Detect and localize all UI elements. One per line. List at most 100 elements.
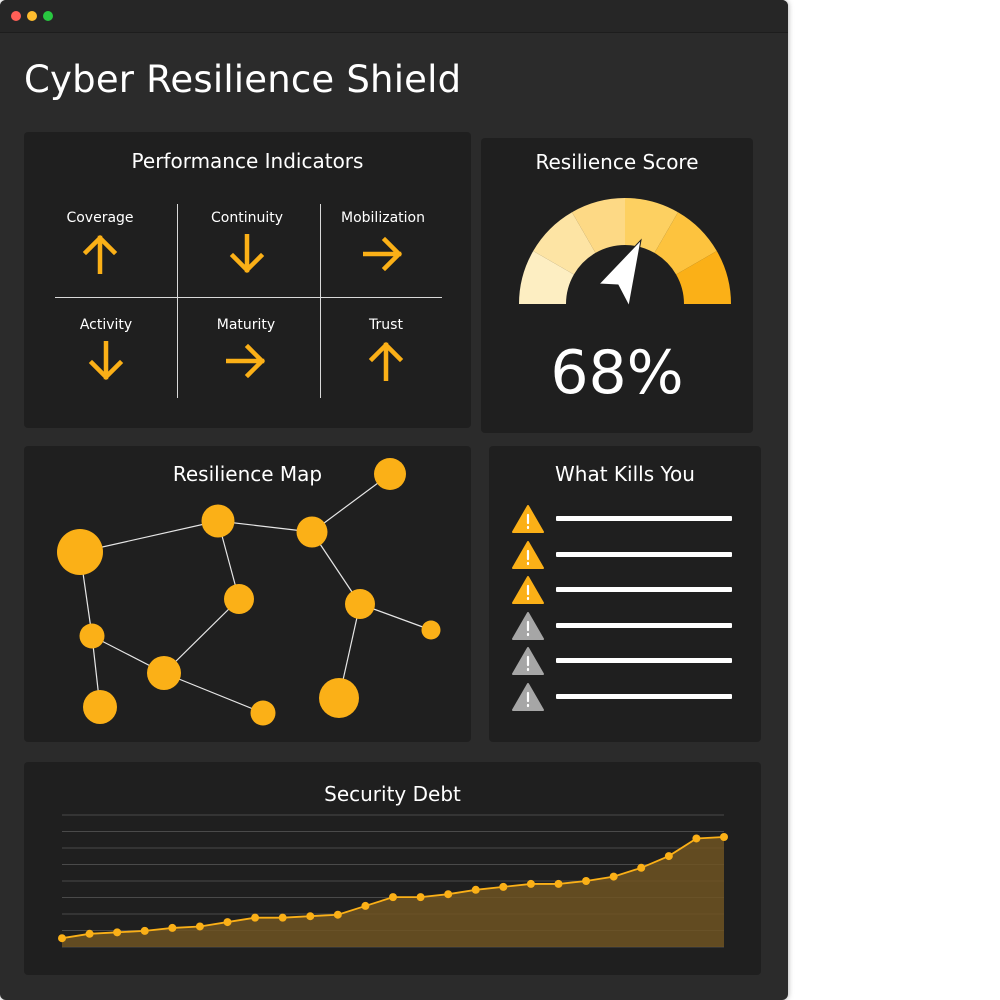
map-node[interactable] xyxy=(319,678,359,718)
what-kills-you-card: What Kills You xyxy=(489,446,761,742)
risk-item[interactable] xyxy=(511,540,741,570)
arrow-down-icon xyxy=(229,234,265,274)
arrow-up-icon xyxy=(82,234,118,274)
risk-item[interactable] xyxy=(511,611,741,641)
indicator-label: Continuity xyxy=(210,210,283,226)
chart-point[interactable] xyxy=(582,877,591,885)
performance-indicators-card: Performance Indicators Coverage Continuit… xyxy=(24,132,471,428)
gauge-segment xyxy=(654,212,717,275)
map-node[interactable] xyxy=(57,529,103,575)
indicator-coverage: Coverage xyxy=(30,210,170,274)
chart-point[interactable] xyxy=(361,901,370,910)
map-node[interactable] xyxy=(296,516,328,548)
chart-point[interactable] xyxy=(471,885,480,894)
map-node[interactable] xyxy=(421,620,441,640)
chart-point[interactable] xyxy=(389,893,397,902)
performance-indicators-title: Performance Indicators xyxy=(131,149,364,173)
indicator-label: Trust xyxy=(369,317,403,333)
risk-item[interactable] xyxy=(511,682,741,712)
window-titlebar xyxy=(0,0,788,33)
gauge-segment xyxy=(572,198,625,253)
map-node[interactable] xyxy=(345,589,375,619)
chart-point[interactable] xyxy=(720,833,728,841)
chart-point[interactable] xyxy=(664,852,673,861)
map-node[interactable] xyxy=(147,656,181,690)
chart-point[interactable] xyxy=(609,872,618,881)
indicator-mobilization: Mobilization xyxy=(313,210,453,274)
grid-divider-vertical-2 xyxy=(320,204,321,398)
grid-divider-horizontal xyxy=(55,297,442,298)
chart-point[interactable] xyxy=(526,879,535,888)
compass-needle-icon xyxy=(597,238,642,308)
risk-item[interactable] xyxy=(511,646,741,676)
map-node[interactable] xyxy=(83,690,117,724)
security-debt-chart xyxy=(58,814,728,948)
warning-icon xyxy=(512,647,544,675)
risk-bar xyxy=(556,693,732,699)
arrow-right-icon xyxy=(226,343,266,379)
minimize-window-button[interactable] xyxy=(27,11,37,21)
chart-point[interactable] xyxy=(416,893,425,902)
close-window-button[interactable] xyxy=(11,11,21,21)
map-node[interactable] xyxy=(79,623,105,649)
app-window: Cyber Resilience Shield Performance Indi… xyxy=(0,0,788,1000)
map-node[interactable] xyxy=(250,700,276,726)
risk-bar xyxy=(556,658,732,663)
map-edge xyxy=(163,672,264,714)
resilience-map-card: Resilience Map xyxy=(24,446,471,742)
arrow-up-icon xyxy=(368,341,404,381)
chart-area-fill xyxy=(62,837,724,947)
chart-point[interactable] xyxy=(113,928,122,937)
indicator-label: Activity xyxy=(79,317,133,333)
risk-bar xyxy=(556,622,732,628)
indicator-activity: Activity xyxy=(36,317,176,381)
chart-point[interactable] xyxy=(499,882,508,891)
warning-icon xyxy=(512,505,544,533)
warning-icon xyxy=(512,540,544,569)
gauge-segment xyxy=(533,212,596,275)
indicator-maturity: Maturity xyxy=(176,317,316,381)
gauge-segment xyxy=(625,198,678,253)
chart-point[interactable] xyxy=(223,918,232,927)
chart-point[interactable] xyxy=(85,929,94,938)
chart-point[interactable] xyxy=(58,934,66,943)
chart-point[interactable] xyxy=(168,923,177,932)
gauge-segment xyxy=(519,251,574,304)
risk-bar xyxy=(556,516,732,521)
map-node[interactable] xyxy=(374,458,406,490)
security-debt-card: Security Debt xyxy=(24,762,761,975)
chart-point[interactable] xyxy=(278,913,287,922)
arrow-right-icon xyxy=(363,236,403,272)
resilience-map-title: Resilience Map xyxy=(172,462,323,486)
indicator-label: Coverage xyxy=(66,210,134,226)
indicator-label: Maturity xyxy=(216,317,276,333)
chart-point[interactable] xyxy=(251,913,260,922)
grid-divider-vertical-1 xyxy=(177,204,178,398)
map-edge xyxy=(79,520,219,553)
warning-icon xyxy=(512,576,544,604)
map-node[interactable] xyxy=(224,584,254,614)
indicator-trust: Trust xyxy=(316,317,456,381)
page-title: Cyber Resilience Shield xyxy=(24,58,462,101)
risk-item[interactable] xyxy=(511,575,741,605)
chart-point[interactable] xyxy=(195,922,204,931)
arrow-down-icon xyxy=(88,341,124,381)
risk-item[interactable] xyxy=(511,504,741,534)
chart-point[interactable] xyxy=(140,926,149,935)
chart-point[interactable] xyxy=(306,912,315,921)
chart-point[interactable] xyxy=(333,910,342,919)
risk-bar xyxy=(556,587,732,592)
map-edge xyxy=(163,598,240,674)
chart-point[interactable] xyxy=(692,834,701,843)
chart-point[interactable] xyxy=(554,879,563,888)
maximize-window-button[interactable] xyxy=(43,11,53,21)
indicator-continuity: Continuity xyxy=(177,210,317,274)
warning-icon xyxy=(512,611,544,640)
chart-point[interactable] xyxy=(444,890,453,899)
what-kills-you-title: What Kills You xyxy=(555,462,695,486)
map-edge xyxy=(311,473,391,533)
chart-point[interactable] xyxy=(637,863,646,872)
indicator-label: Mobilization xyxy=(341,210,425,226)
map-node[interactable] xyxy=(201,504,235,538)
resilience-map-graph xyxy=(57,458,441,726)
